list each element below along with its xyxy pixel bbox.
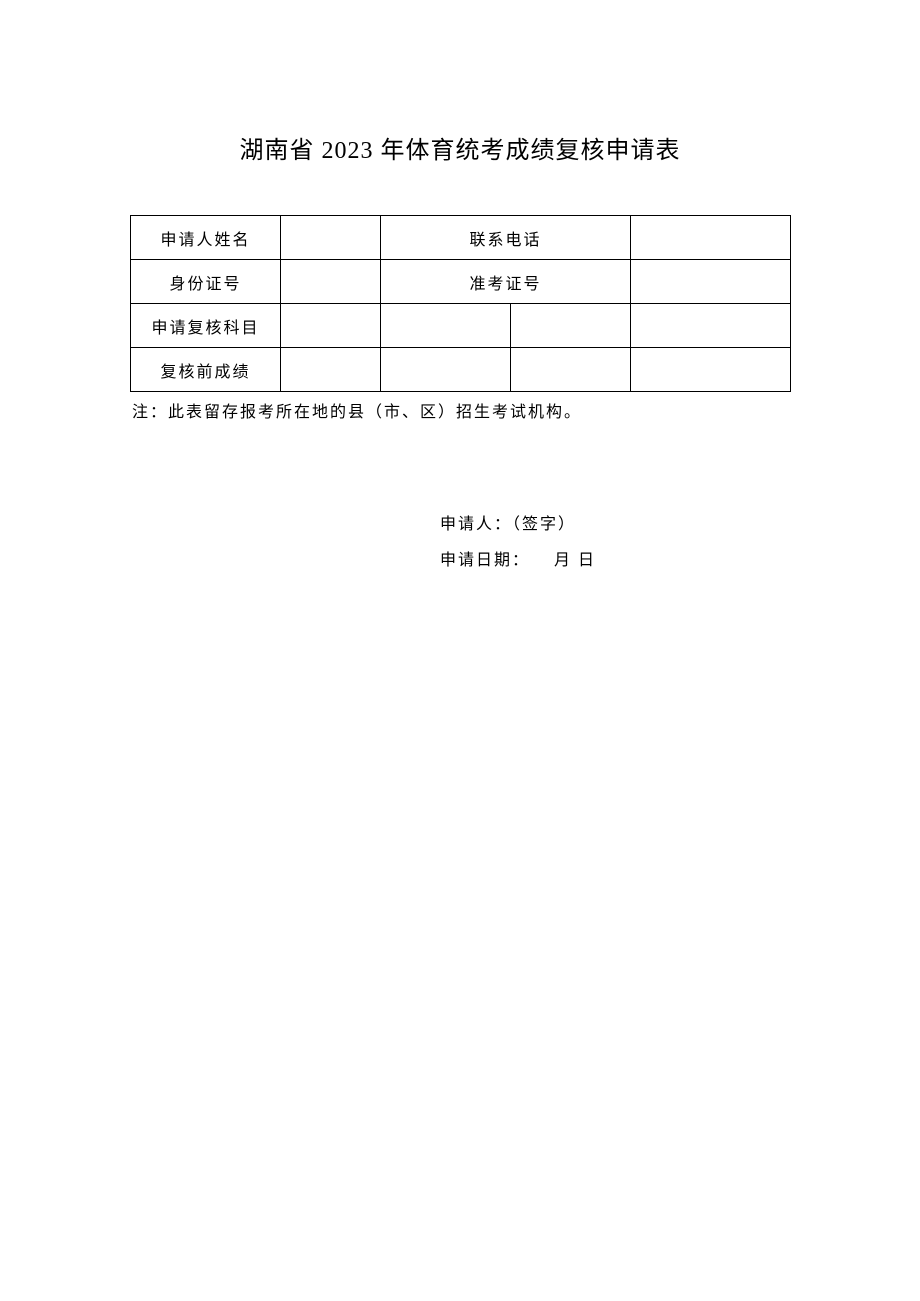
review-subject-c4[interactable] bbox=[631, 304, 791, 348]
applicant-signature-line: 申请人：（签字） bbox=[440, 507, 790, 543]
id-number-label: 身份证号 bbox=[131, 260, 281, 304]
exam-number-value[interactable] bbox=[631, 260, 791, 304]
pre-score-label: 复核前成绩 bbox=[131, 348, 281, 392]
review-subject-c2[interactable] bbox=[381, 304, 511, 348]
id-number-value[interactable] bbox=[281, 260, 381, 304]
note-text: 注：此表留存报考所在地的县（市、区）招生考试机构。 bbox=[130, 398, 790, 422]
applicant-name-label: 申请人姓名 bbox=[131, 216, 281, 260]
applicant-name-value[interactable] bbox=[281, 216, 381, 260]
application-date-line: 申请日期： 月 日 bbox=[440, 543, 790, 579]
phone-value[interactable] bbox=[631, 216, 791, 260]
pre-score-c3[interactable] bbox=[511, 348, 631, 392]
form-table: 申请人姓名 联系电话 身份证号 准考证号 申请复核科目 复核前成绩 bbox=[130, 215, 791, 392]
review-subject-c1[interactable] bbox=[281, 304, 381, 348]
pre-score-c2[interactable] bbox=[381, 348, 511, 392]
table-row: 身份证号 准考证号 bbox=[131, 260, 791, 304]
pre-score-c4[interactable] bbox=[631, 348, 791, 392]
exam-number-label: 准考证号 bbox=[381, 260, 631, 304]
phone-label: 联系电话 bbox=[381, 216, 631, 260]
table-row: 申请复核科目 bbox=[131, 304, 791, 348]
review-subject-c3[interactable] bbox=[511, 304, 631, 348]
pre-score-c1[interactable] bbox=[281, 348, 381, 392]
table-row: 复核前成绩 bbox=[131, 348, 791, 392]
signature-block: 申请人：（签字） 申请日期： 月 日 bbox=[130, 507, 790, 579]
table-row: 申请人姓名 联系电话 bbox=[131, 216, 791, 260]
page-title: 湖南省 2023 年体育统考成绩复核申请表 bbox=[130, 130, 790, 165]
review-subject-label: 申请复核科目 bbox=[131, 304, 281, 348]
page: 湖南省 2023 年体育统考成绩复核申请表 申请人姓名 联系电话 身份证号 准考… bbox=[0, 0, 920, 579]
